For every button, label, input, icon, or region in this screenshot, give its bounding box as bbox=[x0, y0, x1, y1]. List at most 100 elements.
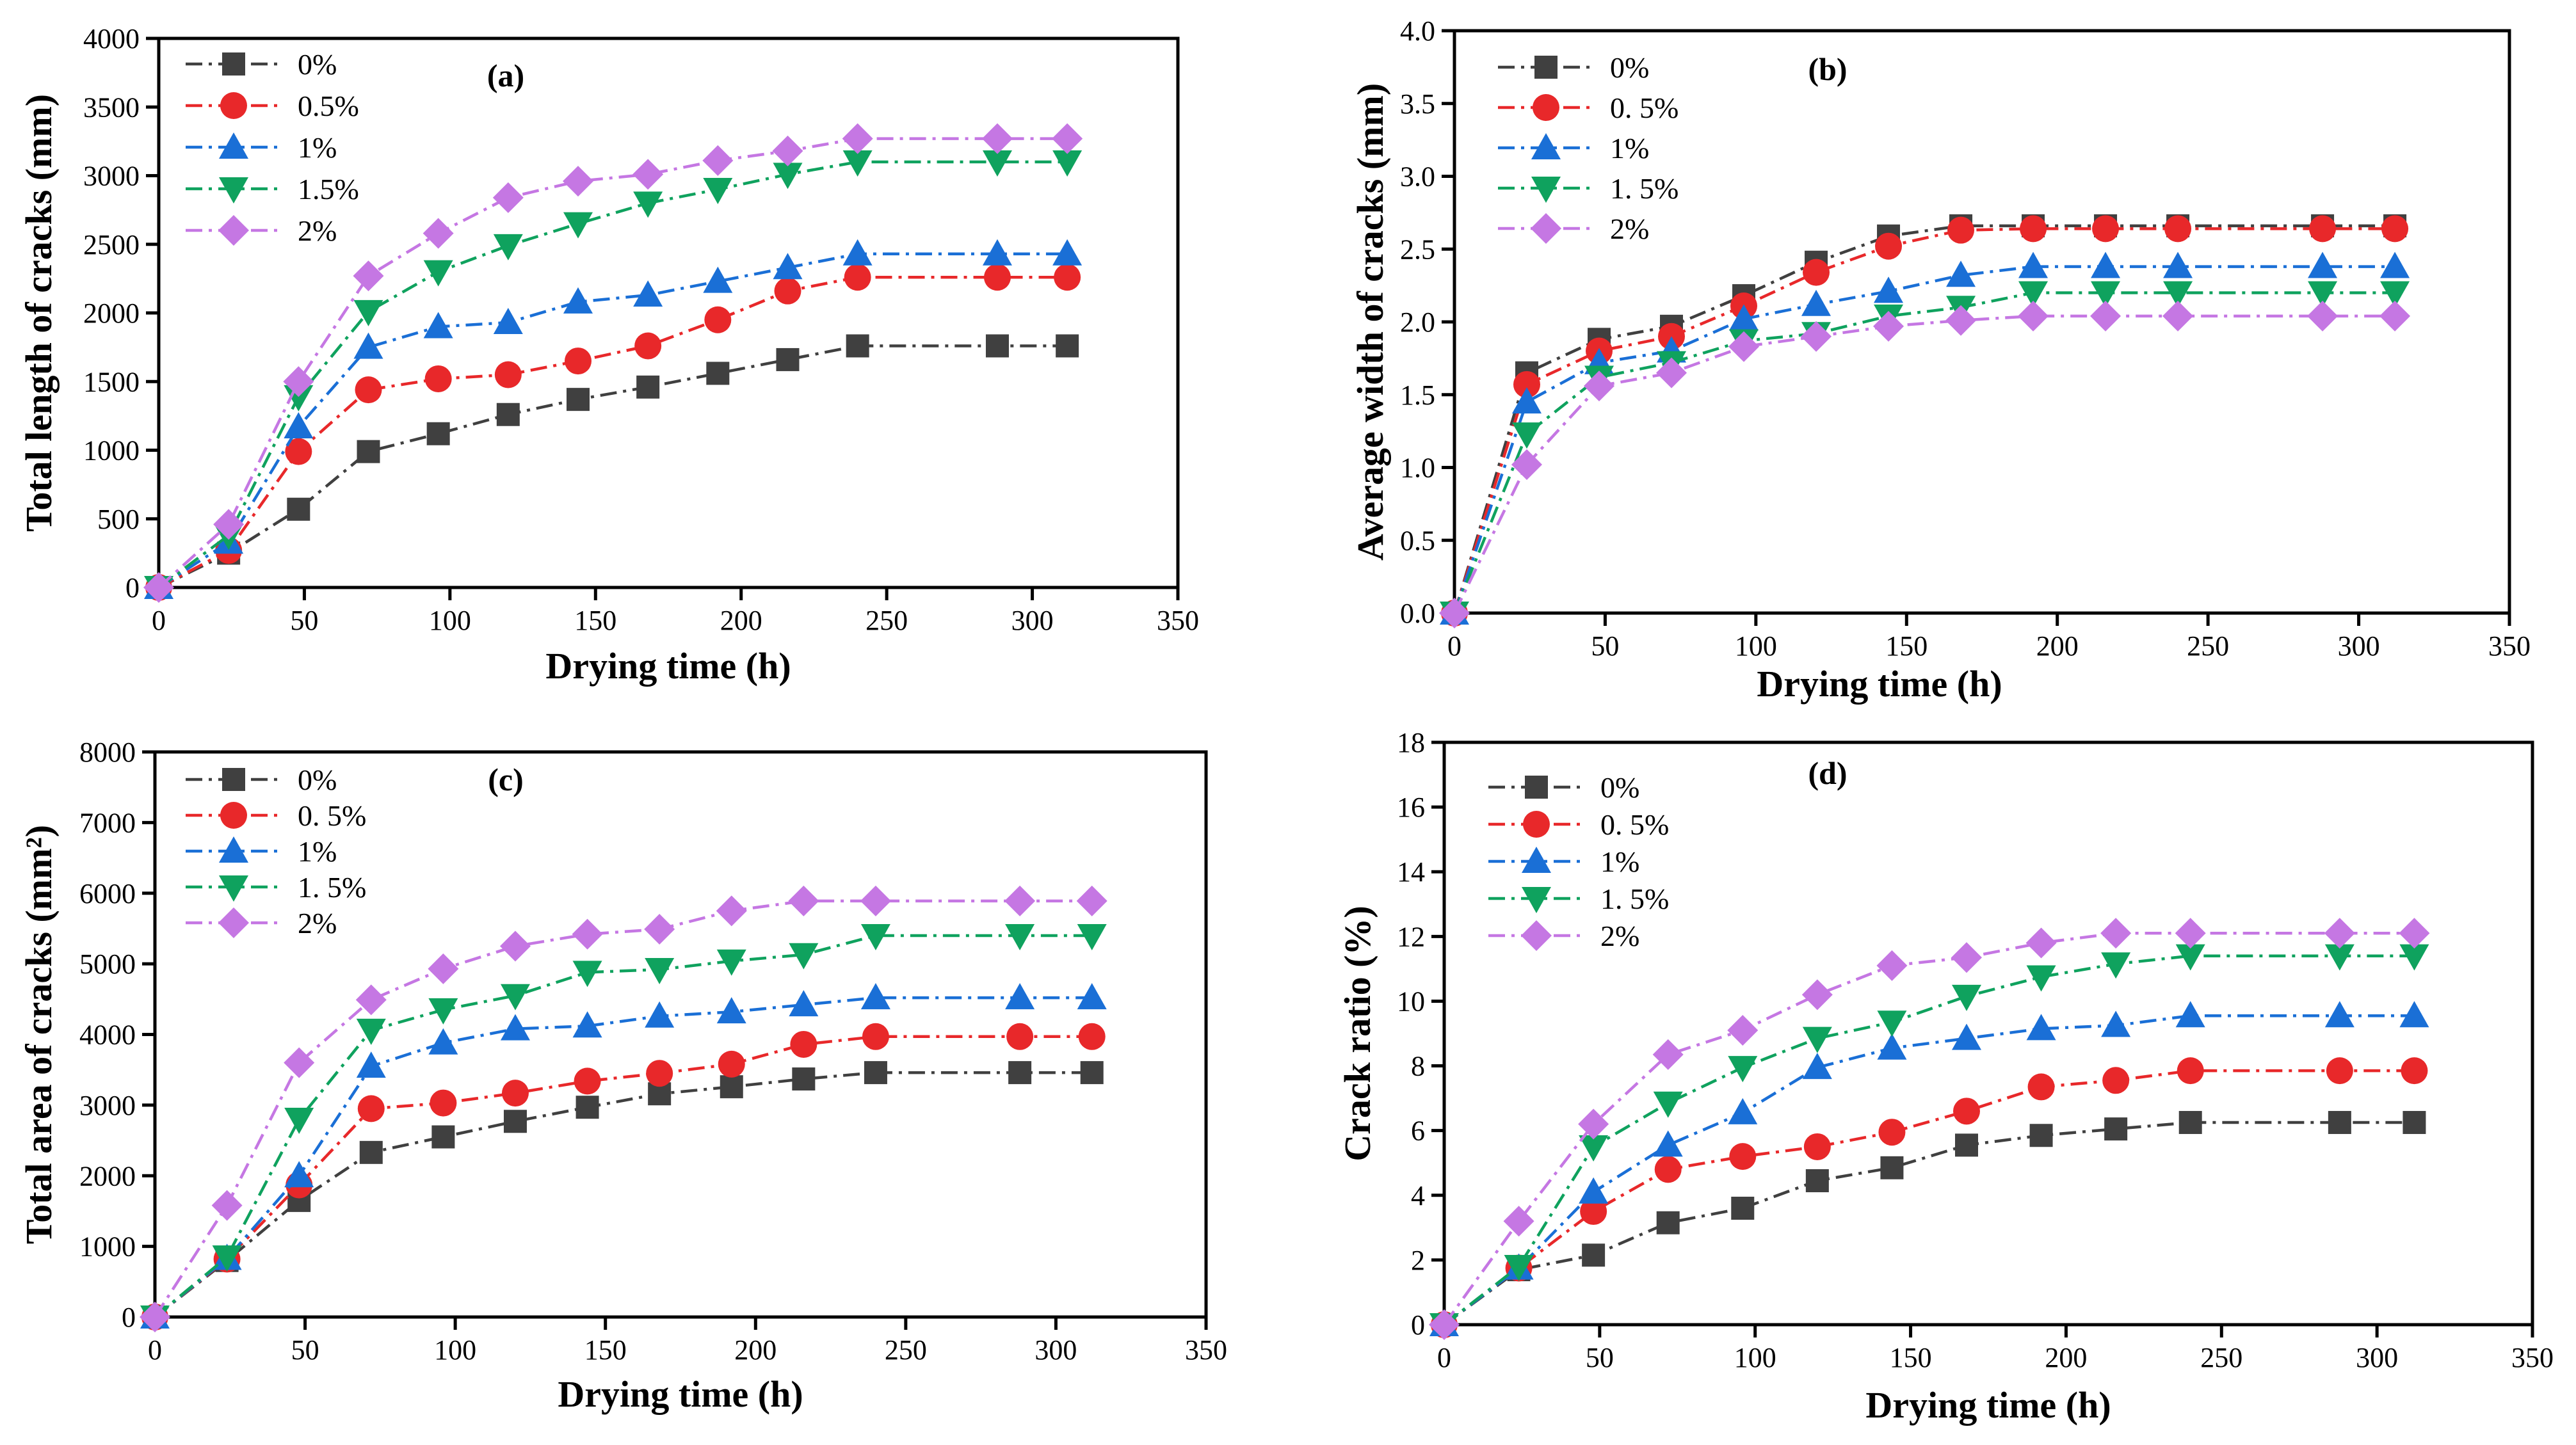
data-point bbox=[1579, 1177, 1609, 1204]
data-point bbox=[1582, 1243, 1606, 1267]
data-point bbox=[2381, 215, 2409, 243]
data-point bbox=[357, 440, 380, 463]
data-point bbox=[2380, 251, 2410, 278]
y-tick-label: 1500 bbox=[83, 366, 140, 397]
data-point bbox=[2399, 918, 2430, 949]
data-point bbox=[2025, 927, 2057, 959]
data-point bbox=[2018, 281, 2049, 308]
legend-label: 0% bbox=[1610, 51, 1649, 84]
y-tick-label: 5000 bbox=[79, 948, 136, 980]
legend-marker bbox=[220, 92, 247, 119]
y-tick-label: 8000 bbox=[79, 737, 136, 768]
data-point bbox=[500, 1014, 530, 1041]
x-tick-label: 200 bbox=[2036, 630, 2079, 662]
data-point bbox=[2091, 251, 2121, 278]
legend-label: 1% bbox=[298, 131, 337, 164]
data-point bbox=[1653, 1130, 1683, 1157]
data-point bbox=[2104, 1117, 2128, 1141]
panel-a-total-length: 0 50 100 150 200 250 300 3500500100015002000250… bbox=[18, 23, 1199, 687]
data-point bbox=[2029, 1124, 2053, 1147]
panel-label: (c) bbox=[488, 762, 524, 797]
x-tick-label: 200 bbox=[734, 1334, 777, 1366]
data-point bbox=[1077, 983, 1107, 1010]
data-point bbox=[1802, 1026, 1832, 1053]
data-point bbox=[1731, 1197, 1755, 1220]
data-point bbox=[1511, 449, 1543, 480]
data-point bbox=[716, 895, 747, 927]
data-point bbox=[1513, 371, 1541, 398]
legend-label: 1% bbox=[1600, 845, 1639, 878]
data-point bbox=[1052, 150, 1083, 177]
x-axis-label: Drying time (h) bbox=[1757, 663, 2002, 705]
series-1pct bbox=[144, 239, 1083, 599]
series-line bbox=[1453, 224, 2395, 614]
data-point bbox=[426, 422, 450, 445]
data-point bbox=[720, 1075, 743, 1099]
data-point bbox=[789, 943, 819, 970]
data-point bbox=[2175, 918, 2206, 949]
data-point bbox=[1008, 1061, 1032, 1085]
data-point bbox=[1877, 1010, 1907, 1037]
x-tick-label: 150 bbox=[1890, 1342, 1932, 1373]
data-point bbox=[1801, 979, 1833, 1010]
data-point bbox=[1504, 1255, 1534, 1281]
y-tick-label: 1.5 bbox=[1400, 379, 1435, 411]
data-point bbox=[1054, 264, 1081, 291]
data-point bbox=[2326, 1057, 2353, 1085]
y-tick-label: 0 bbox=[1411, 1309, 1425, 1341]
data-point bbox=[431, 1125, 455, 1149]
data-point bbox=[864, 1061, 887, 1085]
legend: 0% 0.5% 1% 1.5% 2% bbox=[186, 48, 359, 247]
data-point bbox=[2102, 1067, 2130, 1094]
data-point bbox=[2020, 215, 2047, 243]
series-1-5pct bbox=[140, 923, 1107, 1332]
y-tick-label: 0 bbox=[125, 572, 140, 603]
legend-label: 0. 5% bbox=[1600, 808, 1669, 841]
series-1pct bbox=[1440, 251, 2410, 625]
data-point bbox=[1729, 304, 1759, 331]
series-2pct bbox=[143, 123, 1083, 603]
y-tick-label: 2.0 bbox=[1400, 307, 1435, 338]
series-2pct bbox=[1429, 918, 2430, 1340]
data-point bbox=[1803, 259, 1830, 286]
data-point bbox=[562, 166, 593, 197]
y-tick-label: 4000 bbox=[83, 23, 140, 54]
data-point bbox=[428, 998, 458, 1025]
data-point bbox=[212, 1245, 242, 1272]
x-axis-label: Drying time (h) bbox=[545, 645, 791, 687]
data-point bbox=[2026, 965, 2056, 992]
y-tick-label: 2.5 bbox=[1400, 234, 1435, 265]
data-point bbox=[1876, 950, 1908, 981]
data-point bbox=[1946, 260, 1976, 287]
data-point bbox=[2027, 1073, 2055, 1101]
data-point bbox=[423, 260, 453, 287]
data-point bbox=[789, 990, 819, 1017]
legend-label: 0% bbox=[1600, 771, 1639, 804]
data-point bbox=[776, 347, 800, 371]
data-point bbox=[846, 334, 869, 358]
data-point bbox=[574, 1067, 601, 1095]
data-point bbox=[1439, 598, 1470, 628]
legend-label: 1.5% bbox=[298, 173, 359, 205]
data-point bbox=[2101, 952, 2131, 979]
y-tick-label: 7000 bbox=[79, 807, 136, 838]
data-point bbox=[496, 403, 520, 426]
y-tick-label: 2500 bbox=[83, 229, 140, 260]
data-point bbox=[644, 914, 675, 945]
y-tick-label: 18 bbox=[1397, 727, 1425, 758]
data-point bbox=[355, 376, 382, 404]
panel-label: (d) bbox=[1808, 755, 1847, 791]
data-point bbox=[1728, 331, 1760, 362]
x-tick-label: 100 bbox=[429, 605, 471, 636]
data-point bbox=[428, 1028, 458, 1055]
x-tick-label: 300 bbox=[1034, 1334, 1077, 1366]
data-point bbox=[645, 957, 675, 984]
legend-label: 0. 5% bbox=[298, 799, 366, 832]
data-point bbox=[1729, 1143, 1757, 1170]
y-tick-label: 12 bbox=[1397, 921, 1425, 952]
panel-b-average-width: 0 50 100 150 200 250 300 350 0.0 0.5 1.0 1.5 2.0 2.5 3… bbox=[1349, 15, 2531, 705]
data-point bbox=[1578, 1108, 1609, 1140]
data-point bbox=[140, 1302, 170, 1332]
x-tick-label: 50 bbox=[1591, 630, 1619, 662]
panel-label: (a) bbox=[487, 58, 524, 93]
